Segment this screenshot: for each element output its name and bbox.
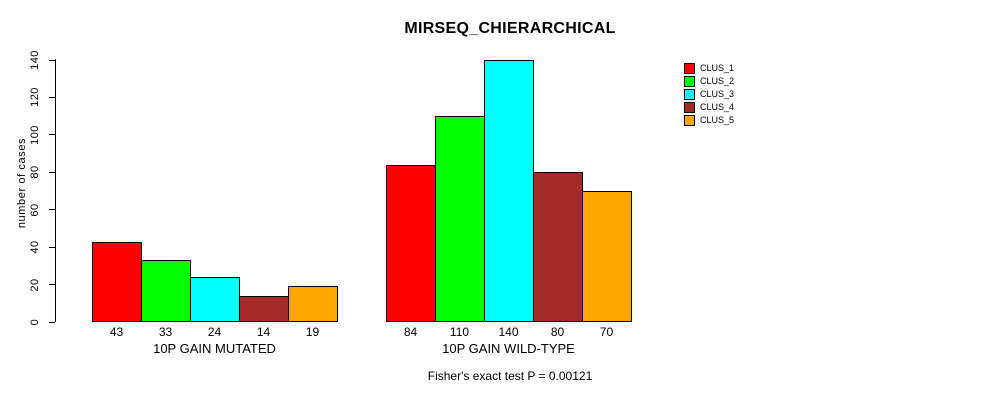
y-axis-tick-label: 60 — [29, 203, 41, 217]
y-axis-tick — [49, 171, 55, 173]
y-axis-tick — [49, 59, 55, 61]
bar-value-label: 19 — [305, 325, 320, 339]
y-axis-label: number of cases — [16, 137, 28, 229]
bar-clus_2 — [141, 260, 191, 322]
legend-swatch-clus_4 — [684, 102, 695, 113]
bar-value-label: 43 — [109, 325, 124, 339]
y-axis-tick — [49, 321, 55, 323]
y-axis-tick-label: 80 — [29, 165, 41, 179]
y-axis-tick — [49, 134, 55, 136]
y-axis-tick — [49, 209, 55, 211]
legend-swatch-clus_5 — [684, 115, 695, 126]
y-axis-line — [55, 59, 56, 322]
chart-title: MIRSEQ_CHIERARCHICAL — [404, 20, 616, 37]
legend-label: CLUS_5 — [700, 115, 735, 125]
y-axis-tick-label: 40 — [29, 240, 41, 254]
bar-value-label: 24 — [207, 325, 222, 339]
legend-swatch-clus_2 — [684, 76, 695, 87]
y-axis-tick-label: 120 — [29, 87, 41, 108]
bar-value-label: 33 — [158, 325, 173, 339]
y-axis-tick — [49, 96, 55, 98]
legend: CLUS_1 CLUS_2 CLUS_3 CLUS_4 CLUS_5 — [684, 62, 734, 127]
bar-clus_4 — [533, 172, 583, 322]
legend-item: CLUS_4 — [684, 101, 734, 114]
bar-clus_5 — [582, 191, 632, 322]
bar-clus_3 — [484, 60, 534, 322]
legend-swatch-clus_3 — [684, 89, 695, 100]
bar-value-label: 84 — [403, 325, 418, 339]
bar-value-label: 14 — [256, 325, 271, 339]
y-axis-tick-label: 20 — [29, 277, 41, 292]
bar-clus_1 — [386, 164, 436, 322]
bar-clus_1 — [92, 241, 142, 322]
bar-value-label: 70 — [599, 325, 614, 339]
x-axis-group-label: 10P GAIN WILD-TYPE — [442, 341, 575, 356]
bar-clus_3 — [190, 277, 240, 322]
y-axis-tick-label: 100 — [29, 124, 41, 145]
bar-value-label: 140 — [498, 325, 519, 339]
legend-label: CLUS_2 — [700, 76, 735, 86]
x-axis-group-label: 10P GAIN MUTATED — [153, 341, 276, 356]
legend-label: CLUS_1 — [700, 63, 735, 73]
bar-value-label: 80 — [550, 325, 565, 339]
bar-clus_5 — [288, 286, 338, 322]
bar-clus_2 — [435, 116, 485, 322]
fisher-test-note: Fisher's exact test P = 0.00121 — [427, 369, 593, 383]
legend-label: CLUS_4 — [700, 102, 735, 112]
bar-value-label: 110 — [449, 325, 470, 339]
legend-item: CLUS_3 — [684, 88, 734, 101]
y-axis-tick-label: 140 — [29, 50, 41, 70]
y-axis-tick-label: 0 — [29, 318, 41, 326]
y-axis-tick — [49, 284, 55, 286]
legend-swatch-clus_1 — [684, 63, 695, 74]
y-axis-tick — [49, 246, 55, 248]
legend-label: CLUS_3 — [700, 89, 735, 99]
legend-item: CLUS_5 — [684, 114, 734, 127]
bar-clus_4 — [239, 295, 289, 322]
legend-item: CLUS_1 — [684, 62, 734, 75]
legend-item: CLUS_2 — [684, 75, 734, 88]
